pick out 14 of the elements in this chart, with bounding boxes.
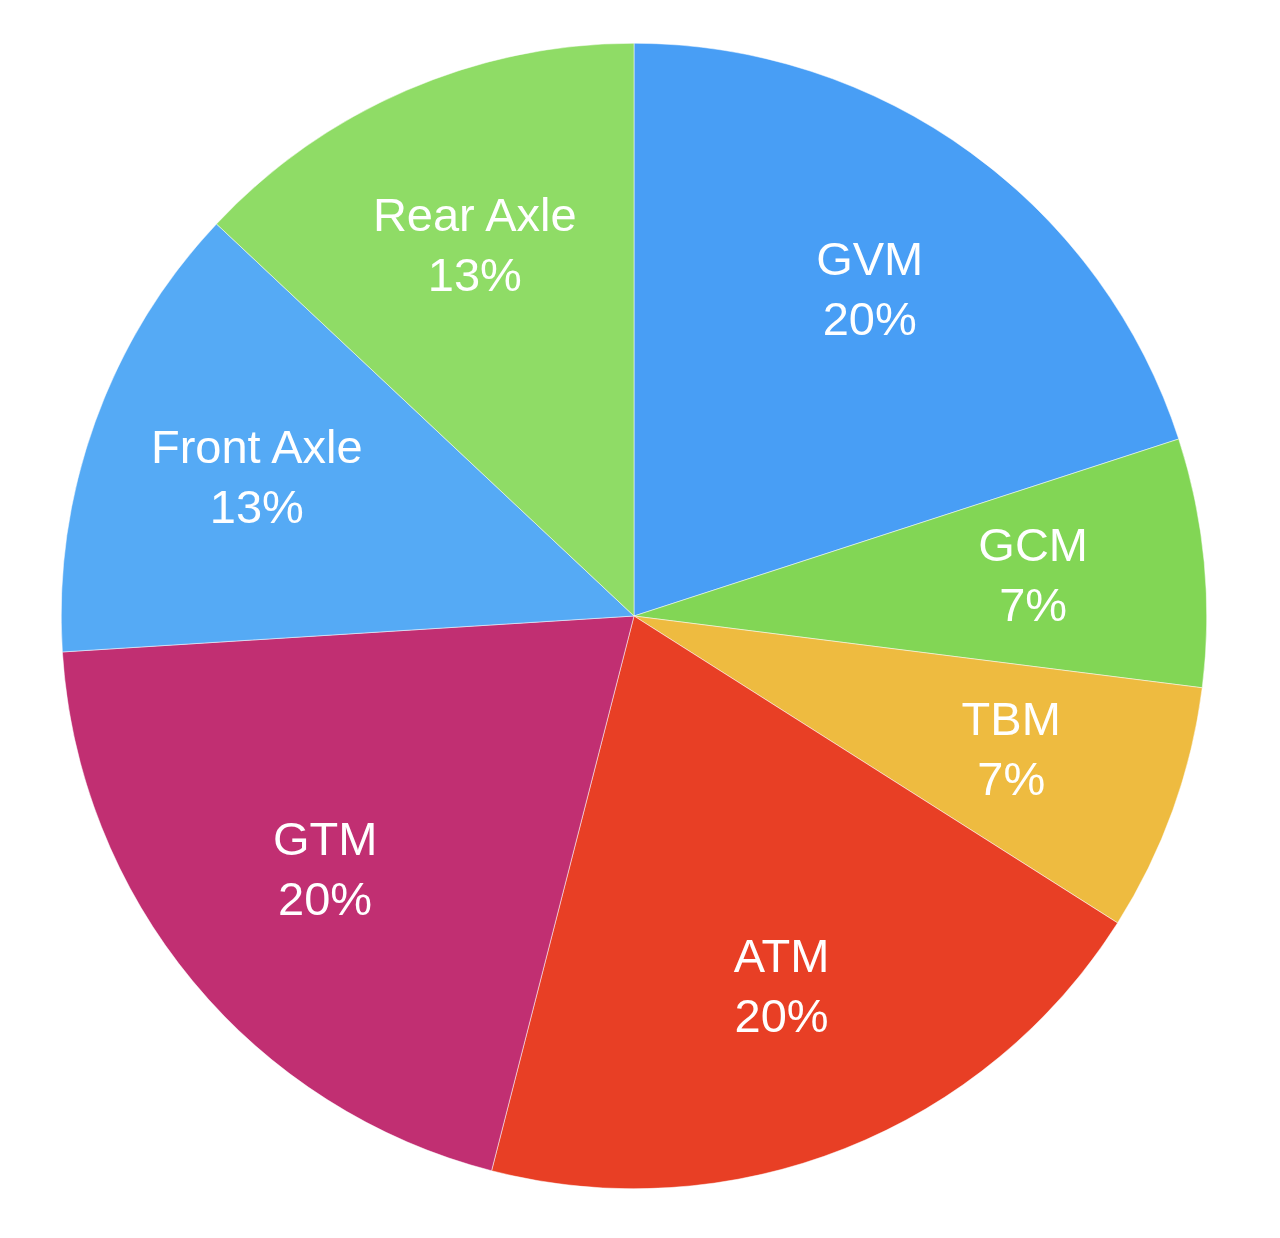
data-label: 13% [427,248,522,301]
slice-label: Rear Axle [372,188,577,241]
data-label: 13% [209,480,304,534]
data-label: 20% [734,988,829,1042]
data-label: 20% [822,291,917,345]
slice-label: GCM [978,518,1088,572]
slice-label: GTM [272,811,378,865]
data-label: 7% [999,578,1068,632]
slice-label: TBM [961,691,1061,745]
slice-label: ATM [733,928,830,982]
slice-label: GVM [816,231,924,285]
data-label: 7% [977,751,1046,805]
data-label: 20% [278,871,373,925]
slice-label: Front Axle [150,420,363,474]
